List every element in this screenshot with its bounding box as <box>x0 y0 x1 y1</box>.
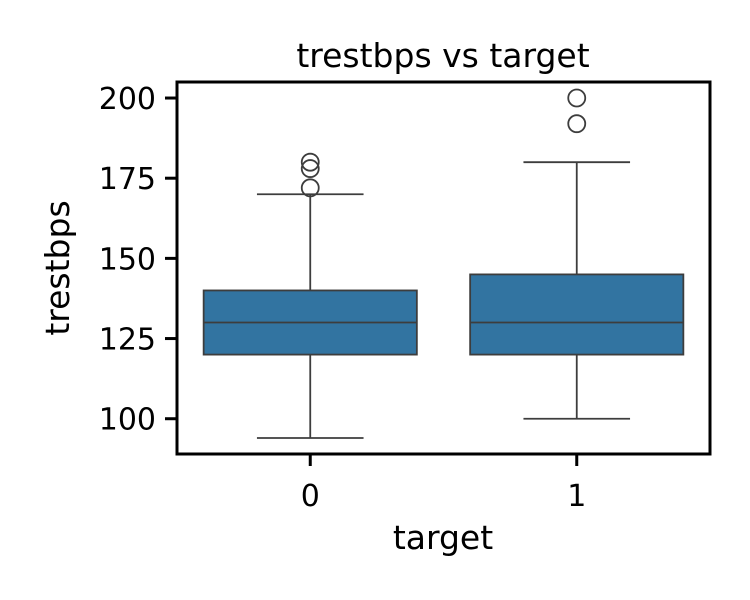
x-tick-label: 1 <box>567 479 586 514</box>
chart-title: trestbps vs target <box>296 36 589 75</box>
y-tick-label: 125 <box>99 323 156 358</box>
x-tick-label: 0 <box>301 479 320 514</box>
outlier-point <box>300 178 320 198</box>
x-axis-label: target <box>393 518 493 557</box>
y-axis-label: trestbps <box>38 200 77 335</box>
outlier-point <box>300 152 320 172</box>
y-tick-label: 175 <box>99 162 156 197</box>
outlier-point <box>300 159 320 178</box>
outlier-point <box>567 114 587 134</box>
outlier-point <box>567 88 587 108</box>
plot-frame <box>175 80 712 456</box>
y-tick-label: 200 <box>99 82 156 117</box>
y-tick-label: 100 <box>99 403 156 438</box>
y-tick-label: 150 <box>99 242 156 277</box>
box-group-0 <box>202 152 418 439</box>
iqr-box <box>469 273 685 356</box>
plot-area <box>202 88 685 439</box>
box-group-1 <box>469 88 685 420</box>
y-axis: 100 125 150 175 200 <box>99 82 177 438</box>
